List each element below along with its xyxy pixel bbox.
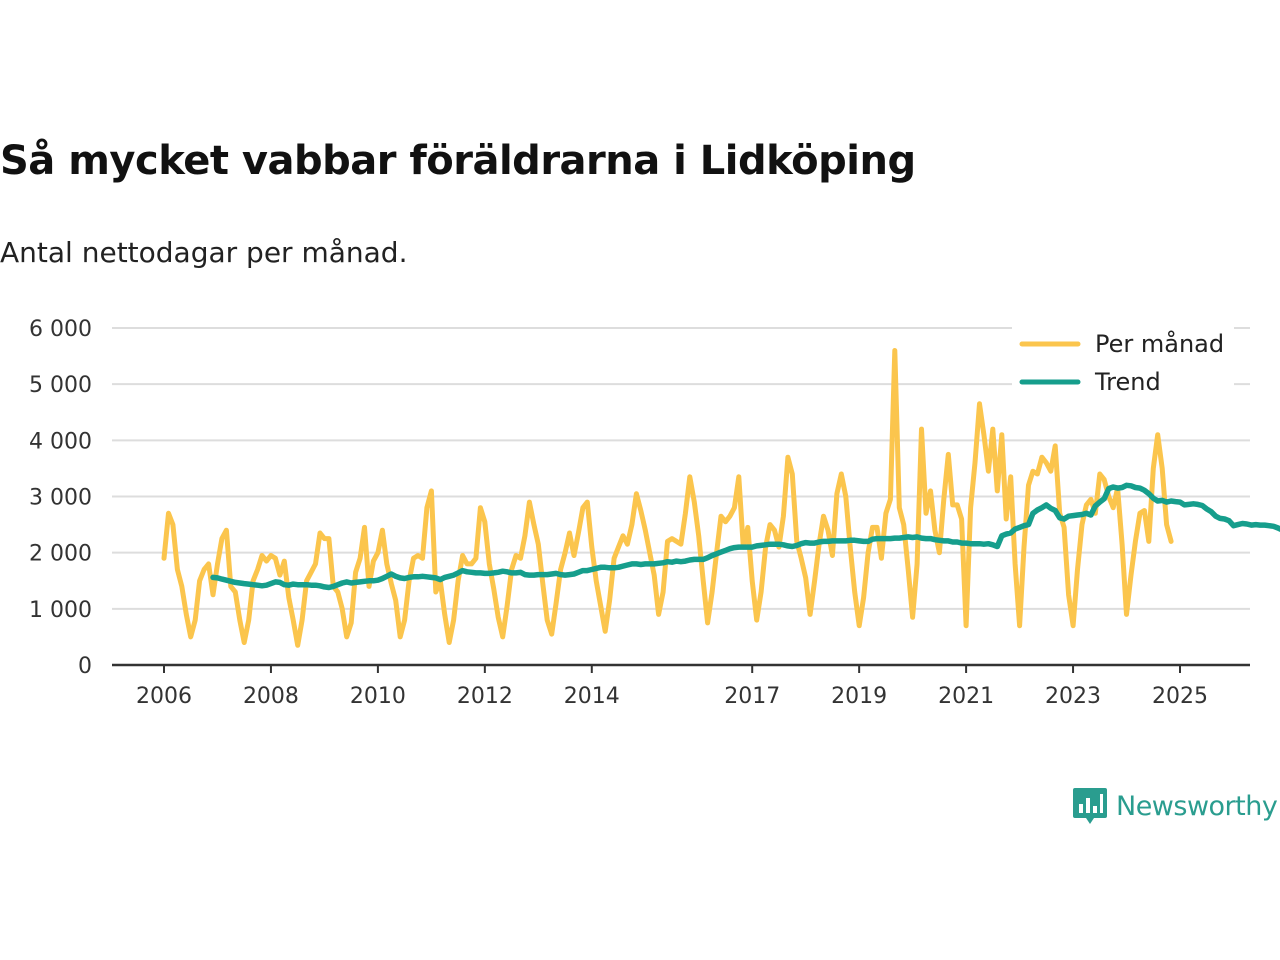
chart-title: Så mycket vabbar föräldrarna i Lidköping	[0, 138, 916, 184]
x-tick-label: 2017	[724, 684, 780, 709]
y-axis-labels: 0 1 000 2 000 3 000 4 000 5 000 6 000	[29, 317, 92, 679]
x-tick-label: 2019	[831, 684, 887, 709]
legend: Per månad Trend	[1012, 324, 1234, 406]
x-tick-label: 2014	[564, 684, 620, 709]
y-tick-label: 5 000	[29, 373, 92, 398]
series-line-per-manad	[161, 348, 1174, 648]
y-tick-label: 0	[78, 654, 92, 679]
series-lines	[161, 348, 1280, 648]
x-axis-labels: 2006 2008 2010 2012 2014 2017 2019 2021 2023 2025	[136, 684, 1208, 709]
legend-background	[1012, 324, 1234, 406]
legend-label-per-manad: Per månad	[1095, 329, 1224, 358]
chart-subtitle: Antal nettodagar per månad.	[0, 236, 408, 269]
x-tick-label: 2025	[1152, 684, 1208, 709]
x-tick-label: 2012	[457, 684, 513, 709]
legend-label-trend: Trend	[1094, 368, 1161, 396]
series-line-trend	[210, 482, 1280, 591]
x-tick-label: 2008	[243, 684, 299, 709]
x-tick-label: 2010	[350, 684, 406, 709]
y-tick-label: 6 000	[29, 317, 92, 342]
y-tick-label: 4 000	[29, 429, 92, 454]
newsworthy-logo: Newsworthy	[1072, 786, 1278, 826]
x-tick-label: 2006	[136, 684, 192, 709]
y-tick-label: 3 000	[29, 486, 92, 511]
brand-name: Newsworthy	[1116, 790, 1278, 822]
x-axis	[112, 663, 1250, 673]
x-tick-label: 2023	[1045, 684, 1101, 709]
gridlines	[112, 327, 1250, 610]
x-tick-label: 2021	[938, 684, 994, 709]
y-tick-label: 2 000	[29, 542, 92, 567]
y-tick-label: 1 000	[29, 598, 92, 623]
newsworthy-chart-icon	[1073, 788, 1107, 824]
line-chart: 0 1 000 2 000 3 000 4 000 5 000 6 000 2006 2008…	[29, 317, 1280, 709]
